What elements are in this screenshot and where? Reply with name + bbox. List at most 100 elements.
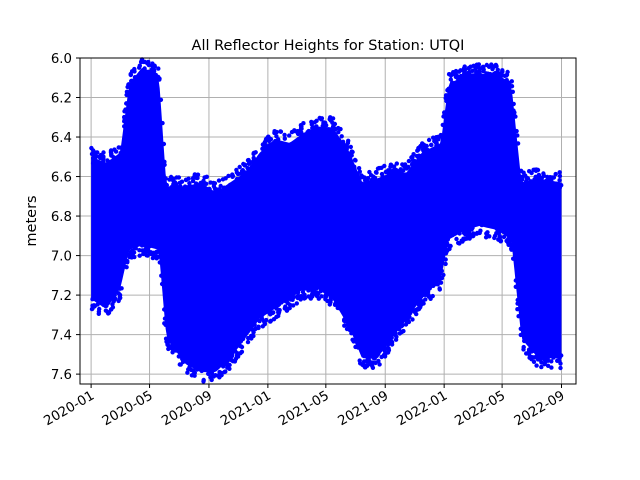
- data-point: [336, 303, 342, 309]
- data-point: [176, 185, 181, 190]
- data-point: [451, 70, 456, 75]
- data-point: [271, 317, 277, 322]
- data-point: [161, 141, 167, 147]
- data-point: [370, 365, 376, 370]
- data-point: [284, 295, 289, 300]
- data-point: [535, 167, 541, 173]
- data-point: [385, 176, 391, 182]
- data-point: [211, 180, 216, 186]
- data-point: [301, 121, 306, 126]
- data-point: [282, 136, 287, 141]
- data-point: [557, 173, 563, 179]
- data-point: [351, 339, 356, 344]
- data-point: [511, 256, 516, 261]
- data-point: [356, 166, 362, 171]
- data-point: [159, 273, 164, 278]
- data-point: [399, 319, 405, 325]
- data-point: [507, 233, 512, 238]
- data-point: [112, 147, 117, 152]
- data-point: [364, 180, 370, 185]
- data-point: [220, 177, 226, 182]
- data-point: [497, 235, 502, 240]
- data-point: [160, 120, 165, 126]
- data-point: [302, 286, 307, 291]
- data-point: [374, 180, 380, 185]
- data-point: [138, 59, 144, 65]
- data-point: [357, 358, 362, 363]
- data-point: [234, 181, 239, 186]
- data-point: [414, 153, 420, 159]
- data-point: [535, 175, 540, 180]
- data-point: [319, 294, 324, 299]
- data-point: [125, 84, 130, 90]
- scatter-density-band: [91, 68, 562, 373]
- data-point: [361, 363, 366, 368]
- data-point: [315, 281, 320, 286]
- data-point: [456, 225, 462, 231]
- data-point: [108, 307, 114, 312]
- data-point: [289, 292, 294, 298]
- data-point: [398, 167, 403, 172]
- data-point: [452, 83, 458, 88]
- data-point: [530, 183, 536, 188]
- data-point: [446, 86, 451, 92]
- data-point: [142, 66, 147, 71]
- y-tick-label: 7.6: [51, 368, 72, 383]
- data-point: [229, 353, 235, 359]
- data-point: [546, 350, 551, 356]
- data-point: [465, 71, 470, 76]
- data-point: [176, 354, 181, 359]
- data-point: [495, 67, 500, 73]
- data-point: [267, 309, 272, 314]
- data-point: [181, 354, 186, 359]
- y-tick-label: 6.2: [51, 92, 72, 107]
- data-point: [127, 252, 132, 257]
- data-point: [150, 73, 155, 78]
- data-point: [318, 284, 324, 289]
- data-point: [112, 292, 117, 298]
- data-point: [545, 174, 550, 180]
- data-point: [549, 175, 555, 180]
- data-point: [137, 63, 142, 68]
- data-point: [299, 126, 304, 131]
- data-point: [232, 359, 238, 364]
- data-point: [177, 362, 182, 367]
- data-point: [112, 296, 118, 301]
- data-point: [355, 172, 360, 177]
- data-point: [494, 63, 499, 69]
- data-point: [223, 186, 228, 191]
- data-point: [185, 185, 190, 190]
- data-point: [284, 308, 290, 313]
- data-point: [145, 73, 150, 78]
- data-point: [458, 68, 463, 73]
- y-tick-label: 6.4: [51, 131, 72, 146]
- data-point: [239, 349, 245, 354]
- data-point: [119, 286, 124, 291]
- data-point: [207, 365, 213, 370]
- data-point: [396, 326, 402, 332]
- data-point: [365, 363, 370, 368]
- data-point: [234, 170, 240, 175]
- data-point: [91, 155, 96, 161]
- data-point: [253, 326, 259, 331]
- data-point: [515, 301, 520, 306]
- data-point: [528, 179, 533, 184]
- data-point: [353, 344, 358, 350]
- data-point: [313, 292, 319, 297]
- data-point: [237, 164, 242, 170]
- data-point: [523, 180, 529, 185]
- data-point: [129, 78, 134, 84]
- data-point: [441, 272, 446, 278]
- data-point: [406, 158, 412, 164]
- data-point: [268, 319, 273, 324]
- data-point: [454, 236, 459, 242]
- data-point: [382, 354, 388, 359]
- data-point: [211, 374, 216, 379]
- data-point: [518, 332, 523, 338]
- data-point: [259, 314, 264, 319]
- data-point: [342, 323, 347, 328]
- data-point: [310, 287, 316, 292]
- data-point: [539, 176, 544, 181]
- data-point: [237, 343, 242, 348]
- data-point: [163, 336, 169, 341]
